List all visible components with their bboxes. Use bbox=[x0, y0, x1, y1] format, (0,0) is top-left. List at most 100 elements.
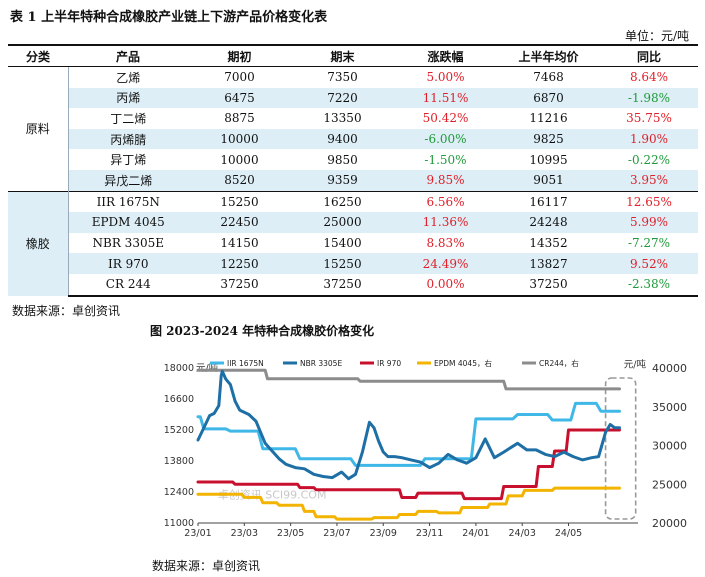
series-line-2 bbox=[196, 428, 621, 501]
table-row: CR 244 37250 37250 0.00% 37250 -2.38% bbox=[8, 273, 698, 297]
table-row: NBR 3305E 14150 15400 8.83% 14352 -7.27% bbox=[8, 233, 698, 254]
header-category: 分类 bbox=[8, 44, 68, 67]
legend-label: NBR 3305E bbox=[300, 359, 342, 368]
cell-yoy: 5.99% bbox=[600, 212, 698, 233]
unit-label: 单位：元/吨 bbox=[624, 29, 689, 43]
series-line-1 bbox=[196, 369, 621, 481]
x-tick-label: 23/07 bbox=[323, 528, 350, 539]
y-left-tick-label: 16600 bbox=[164, 394, 194, 405]
cell-start: 12250 bbox=[188, 253, 291, 274]
figure-source: 数据来源：卓创资讯 bbox=[152, 559, 261, 573]
cell-end: 15400 bbox=[323, 236, 362, 251]
cell-product: NBR 3305E bbox=[92, 236, 164, 251]
cell-product: CR 244 bbox=[68, 273, 188, 297]
cell-change: -6.00% bbox=[394, 128, 497, 150]
cell-start: 37250 bbox=[188, 273, 291, 297]
cell-start: 10000 bbox=[188, 128, 291, 150]
cell-yoy: 9.52% bbox=[600, 253, 698, 274]
legend-label: IIR 1675N bbox=[227, 359, 264, 368]
legend-label: EPDM 4045，右 bbox=[434, 358, 492, 368]
cell-yoy: -7.27% bbox=[627, 236, 671, 251]
table-row: 原料 乙烯 7000 7350 5.00% 7468 8.64% bbox=[8, 66, 698, 192]
cell-avg: 16117 bbox=[497, 190, 600, 213]
cell-change: 5.00% bbox=[426, 70, 465, 85]
figure-title: 图 2023-2024 年特种合成橡胶价格变化 bbox=[150, 324, 375, 338]
table-row: 异丁烯 10000 9850 -1.50% 10995 -0.22% bbox=[8, 149, 698, 170]
table-row: 异戊二烯 8520 9359 9.85% 9051 3.95% bbox=[8, 169, 698, 192]
cell-yoy: 3.95% bbox=[600, 169, 698, 192]
x-tick-label: 23/05 bbox=[277, 528, 304, 539]
series-line-4 bbox=[196, 368, 621, 391]
cell-yoy: 8.64% bbox=[629, 70, 669, 85]
cell-end: 9359 bbox=[291, 169, 394, 192]
cell-change: 6.56% bbox=[394, 190, 497, 213]
cell-end: 13350 bbox=[323, 111, 362, 126]
y-right-tick-label: 30000 bbox=[652, 440, 687, 453]
x-tick-label: 24/01 bbox=[462, 528, 489, 539]
x-tick-label: 23/09 bbox=[370, 528, 397, 539]
header-product: 产品 bbox=[68, 44, 188, 67]
cell-change: 11.36% bbox=[394, 212, 497, 233]
cell-yoy: -1.98% bbox=[600, 87, 698, 109]
cell-end: 15250 bbox=[291, 253, 394, 274]
header-start: 期初 bbox=[188, 44, 291, 67]
table-body: 原料 乙烯 7000 7350 5.00% 7468 8.64% 丙烯 6475 7220 11.5… bbox=[8, 66, 698, 297]
cell-change: 50.42% bbox=[422, 111, 469, 126]
cell-yoy: -2.38% bbox=[600, 273, 698, 297]
cell-end: 37250 bbox=[291, 273, 394, 297]
table-row: 橡胶 IIR 1675N 15250 16250 6.56% 16117 12.65% bbox=[8, 190, 698, 296]
x-tick-label: 23/03 bbox=[231, 528, 258, 539]
cell-avg: 7468 bbox=[533, 70, 564, 85]
cell-product: 丁二烯 bbox=[110, 111, 147, 126]
header-end: 期末 bbox=[291, 44, 394, 67]
y-right-unit: 元/吨 bbox=[624, 359, 647, 371]
header-yoy: 同比 bbox=[600, 44, 698, 67]
x-tick-label: 23/01 bbox=[184, 528, 211, 539]
cell-avg: 9051 bbox=[497, 169, 600, 192]
cell-avg: 10995 bbox=[529, 152, 568, 167]
cell-change: 8.83% bbox=[426, 236, 465, 251]
table-row: IR 970 12250 15250 24.49% 13827 9.52% bbox=[8, 253, 698, 274]
y-right-tick-label: 35000 bbox=[652, 401, 687, 414]
highlight-box bbox=[604, 377, 637, 520]
cell-start: 6475 bbox=[188, 87, 291, 109]
header-average: 上半年均价 bbox=[497, 44, 600, 67]
cell-avg: 9825 bbox=[497, 128, 600, 150]
header-change: 涨跌幅 bbox=[394, 44, 497, 67]
x-tick-label: 23/11 bbox=[416, 528, 443, 539]
table-title: 表 1 上半年特种合成橡胶产业链上下游产品价格变化表 bbox=[10, 10, 328, 25]
cell-end: 9400 bbox=[291, 128, 394, 150]
y-left-tick-label: 12400 bbox=[164, 487, 194, 498]
table-row: 丁二烯 8875 13350 50.42% 11216 35.75% bbox=[8, 108, 698, 129]
cell-end: 7220 bbox=[291, 87, 394, 109]
cell-product: IIR 1675N bbox=[68, 190, 188, 213]
cell-yoy: 12.65% bbox=[600, 190, 698, 213]
cell-change: 24.49% bbox=[394, 253, 497, 274]
cell-yoy: -0.22% bbox=[627, 152, 671, 167]
legend-label: CR244，右 bbox=[539, 358, 579, 368]
table-row: 丙烯 6475 7220 11.51% 6870 -1.98% bbox=[8, 87, 698, 109]
cell-end: 9850 bbox=[327, 152, 358, 167]
y-left-tick-label: 13800 bbox=[164, 456, 194, 467]
price-table: 分类 产品 期初 期末 涨跌幅 上半年均价 同比 原料 乙烯 7000 7350 5.0… bbox=[8, 44, 698, 297]
y-right-tick-label: 40000 bbox=[652, 362, 687, 375]
cell-product: IR 970 bbox=[68, 253, 188, 274]
y-right-tick-label: 20000 bbox=[652, 517, 687, 530]
cell-start: 14150 bbox=[220, 236, 259, 251]
cell-avg: 24248 bbox=[497, 212, 600, 233]
category-cell: 橡胶 bbox=[8, 190, 69, 296]
cell-end: 16250 bbox=[291, 190, 394, 213]
cell-avg: 11216 bbox=[529, 111, 568, 126]
cell-end: 25000 bbox=[291, 212, 394, 233]
x-tick-label: 24/05 bbox=[555, 528, 582, 539]
cell-change: -1.50% bbox=[424, 152, 467, 167]
cell-avg: 6870 bbox=[497, 87, 600, 109]
cell-start: 22450 bbox=[188, 212, 291, 233]
cell-change: 11.51% bbox=[394, 87, 497, 109]
cell-start: 15250 bbox=[188, 190, 291, 213]
cell-product: 乙烯 bbox=[116, 70, 141, 85]
category-cell: 原料 bbox=[8, 66, 69, 192]
cell-start: 7000 bbox=[224, 70, 255, 85]
table-source: 数据来源：卓创资讯 bbox=[12, 304, 121, 318]
cell-start: 8875 bbox=[224, 111, 255, 126]
